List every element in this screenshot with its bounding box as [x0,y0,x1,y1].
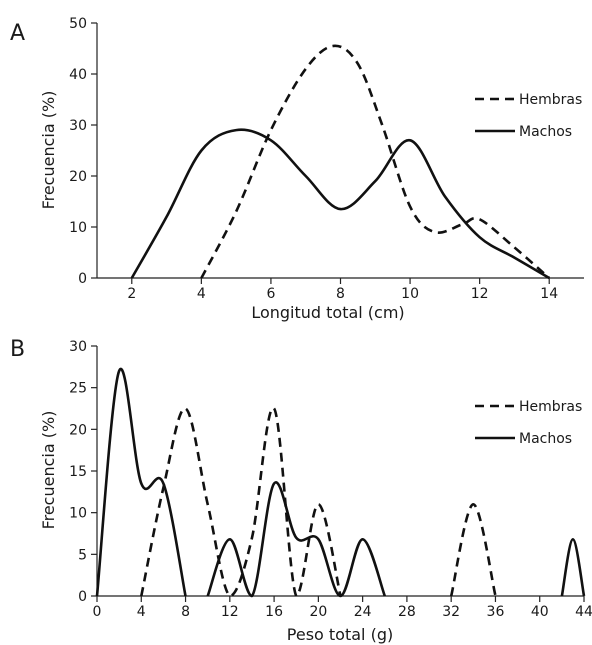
x-tick-label-b: 12 [221,604,239,620]
y-tick-label-b: 20 [69,422,87,438]
y-tick-label-a: 0 [78,271,87,287]
x-tick-label-b: 36 [487,604,505,620]
legend-label-machos-b: Machos [519,431,572,447]
y-tick-label-a: 20 [69,169,87,185]
x-tick-label-b: 4 [137,604,146,620]
y-tick-label-a: 40 [69,67,87,83]
x-tick-label-a: 14 [540,286,558,302]
y-tick-label-b: 0 [78,589,87,605]
x-axis-title-a: Longitud total (cm) [251,303,404,322]
x-tick-label-a: 6 [266,286,275,302]
chart-panel-b: B 0 5 10 15 20 25 30 0 4 8 12 16 20 24 28 32 36 40 44 Hembr… [10,337,592,644]
legend-label-hembras-b: Hembras [519,399,582,415]
x-tick-label-b: 40 [531,604,549,620]
x-tick-label-b: 32 [442,604,460,620]
series-line-machos-a [130,128,550,280]
x-tick-label-b: 16 [265,604,283,620]
y-axis-title-a: Frecuencia (%) [39,91,58,210]
x-tick-label-a: 10 [401,286,419,302]
series-line-hembras-b [140,406,342,598]
x-tick-label-b: 44 [575,604,592,620]
x-tick-label-b: 20 [309,604,327,620]
x-tick-label-b: 8 [181,604,190,620]
legend-label-hembras-a: Hembras [519,92,582,108]
legend-label-machos-a: Machos [519,124,572,140]
panel-label-a: A [10,21,25,46]
panel-label-b: B [10,337,25,362]
series-line-hembras-a [200,44,551,279]
plot-area-b: 0 5 10 15 20 25 30 0 4 8 12 16 20 24 28 32 36 40 44 Hembras… [69,339,592,620]
y-tick-label-a: 10 [69,220,87,236]
y-tick-label-a: 30 [69,118,87,134]
series-line-machos-b [206,481,387,598]
y-tick-label-b: 30 [69,339,87,355]
x-tick-label-a: 12 [471,286,489,302]
y-tick-label-b: 25 [69,381,87,397]
plot-area-a: 0 10 20 30 40 50 2 4 6 8 10 12 14 Hembras Machos [69,16,584,302]
x-axis-title-b: Peso total (g) [287,625,393,644]
x-tick-label-b: 24 [354,604,372,620]
x-tick-label-a: 8 [336,286,345,302]
chart-panel-a: A 0 10 20 30 40 50 2 4 6 8 10 12 14 Hembras Machos Lon… [10,16,584,322]
x-tick-label-a: 2 [127,286,136,302]
x-tick-label-b: 0 [93,604,102,620]
x-tick-label-a: 4 [197,286,206,302]
series-line-hembras-b [449,503,497,597]
y-axis-title-b: Frecuencia (%) [39,411,58,530]
y-tick-label-b: 5 [78,547,87,563]
series-line-machos-b [560,538,586,597]
y-tick-label-b: 10 [69,506,87,522]
x-tick-label-b: 28 [398,604,416,620]
y-tick-label-b: 15 [69,464,87,480]
series-line-machos-b [95,367,187,597]
y-tick-label-a: 50 [69,16,87,32]
